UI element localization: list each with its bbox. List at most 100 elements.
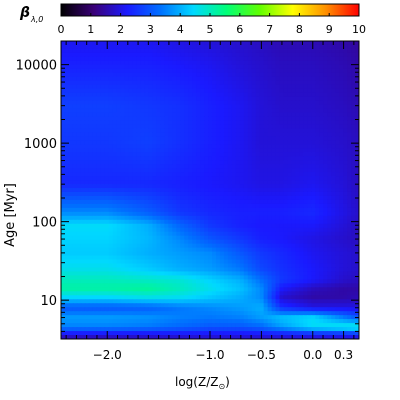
heatmap-cell [251,223,257,229]
heatmap-cell [223,84,229,90]
heatmap-cell [263,215,269,221]
heatmap-cell [235,255,241,261]
heatmap-cell [347,160,352,165]
heatmap-cell [104,156,110,161]
heatmap-cell [323,68,328,74]
heatmap-cell [61,104,66,110]
heatmap-cell [168,136,173,141]
heatmap-cell [327,60,332,66]
heatmap-cell [255,275,261,280]
heatmap-cell [295,116,300,122]
heatmap-cell [192,263,197,269]
heatmap-cell [176,76,181,82]
heatmap-cell [283,128,289,133]
heatmap-cell [243,100,249,106]
heatmap-cell [104,219,110,225]
heatmap-cell [140,199,146,205]
heatmap-cell [219,231,225,237]
heatmap-cell [251,275,257,280]
heatmap-cell [128,207,134,213]
heatmap-cell [184,271,189,277]
heatmap-cell [271,231,277,237]
heatmap-cell [323,299,328,304]
heatmap-cell [319,191,324,197]
heatmap-cell [208,247,213,253]
heatmap-cell [112,160,118,165]
heatmap-cell [251,144,257,149]
heatmap-cell [327,48,332,54]
heatmap-cell [299,255,304,261]
heatmap-cell [355,52,359,58]
heatmap-cell [192,144,197,149]
heatmap-cell [160,144,165,149]
heatmap-cell [120,104,126,110]
heatmap-cell [351,263,356,269]
heatmap-cell [92,279,98,284]
heatmap-cell [303,251,308,257]
heatmap-cell [259,223,265,229]
heatmap-cell [327,219,332,225]
heatmap-cell [148,128,153,133]
heatmap-cell [267,44,273,50]
heatmap-cell [76,184,82,189]
heatmap-cell [112,223,118,229]
heatmap-cell [279,156,285,161]
heatmap-cell [275,96,281,102]
heatmap-cell [204,160,209,165]
heatmap-cell [160,116,165,122]
heatmap-cell [299,76,304,82]
heatmap-cell [61,44,66,50]
heatmap-cell [156,299,161,304]
heatmap-cell [243,152,249,157]
heatmap-cell [295,112,300,118]
heatmap-cell [200,255,205,261]
heatmap-cell [192,184,197,189]
heatmap-cell [275,219,281,225]
heatmap-cell [339,259,344,265]
heatmap-cell [148,259,153,265]
heatmap-cell [68,80,74,86]
heatmap-cell [140,92,146,98]
heatmap-cell [180,211,185,217]
heatmap-cell [92,231,98,237]
heatmap-cell [148,44,153,50]
heatmap-cell [279,76,285,82]
heatmap-cell [152,239,157,245]
heatmap-cell [283,271,289,277]
heatmap-cell [68,195,74,201]
heatmap-cell [200,152,205,157]
heatmap-cell [96,72,102,78]
heatmap-cell [120,215,126,221]
heatmap-cell [148,255,153,261]
heatmap-cell [287,231,293,237]
heatmap-cell [211,227,217,233]
heatmap-cell [319,275,324,280]
heatmap-cell [351,203,356,209]
heatmap-cell [200,92,205,98]
heatmap-cell [72,132,78,137]
heatmap-cell [124,191,130,197]
heatmap-cell [335,295,340,300]
heatmap-cell [303,52,308,58]
heatmap-cell [343,255,348,261]
heatmap-cell [72,156,78,161]
heatmap-cell [335,271,340,277]
heatmap-cell [172,191,177,197]
heatmap-cell [311,291,316,296]
heatmap-cell [204,44,209,50]
heatmap-cell [64,188,70,193]
heatmap-cell [247,112,253,118]
heatmap-cell [355,243,359,249]
heatmap-cell [239,291,245,296]
heatmap-cell [76,259,82,265]
heatmap-cell [339,132,344,137]
heatmap-cell [239,52,245,58]
heatmap-cell [176,211,181,217]
heatmap-cell [323,243,328,249]
heatmap-cell [180,263,185,269]
heatmap-cell [152,291,157,296]
heatmap-cell [211,235,217,241]
heatmap-cell [215,227,221,233]
heatmap-cell [104,108,110,114]
heatmap-cell [188,160,193,165]
